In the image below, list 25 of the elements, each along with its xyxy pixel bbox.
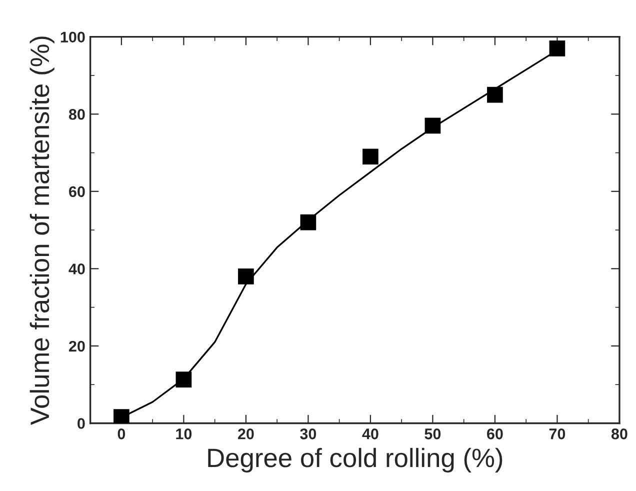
x-tick-label: 80	[611, 428, 628, 440]
point	[487, 86, 503, 103]
y-axis-title: Volume fraction of martensite (%)	[30, 36, 54, 425]
x-axis-title: Degree of cold rolling (%)	[208, 448, 502, 472]
point	[114, 409, 130, 424]
point	[549, 40, 566, 56]
x-tick-label: 70	[549, 428, 566, 440]
y-tick-label: 40	[68, 264, 85, 274]
x-tick-label: 0	[118, 428, 126, 440]
y-tick-label: 100	[60, 32, 85, 43]
x-tick-label: 30	[300, 428, 316, 440]
x-tick-label: 10	[176, 428, 192, 440]
point	[176, 372, 192, 388]
point	[300, 214, 316, 230]
y-tick-label: 80	[68, 108, 85, 120]
x-tick-label: 50	[424, 428, 441, 440]
x-tick-label: 20	[238, 428, 254, 440]
y-tick-label: 0	[78, 418, 85, 429]
point	[238, 268, 254, 284]
y-tick-label: 60	[69, 186, 85, 198]
x-tick-label: 60	[487, 428, 503, 440]
point	[362, 148, 378, 165]
x-tick-label: 40	[362, 428, 378, 440]
y-tick-label: 20	[68, 340, 85, 352]
point	[424, 118, 441, 134]
